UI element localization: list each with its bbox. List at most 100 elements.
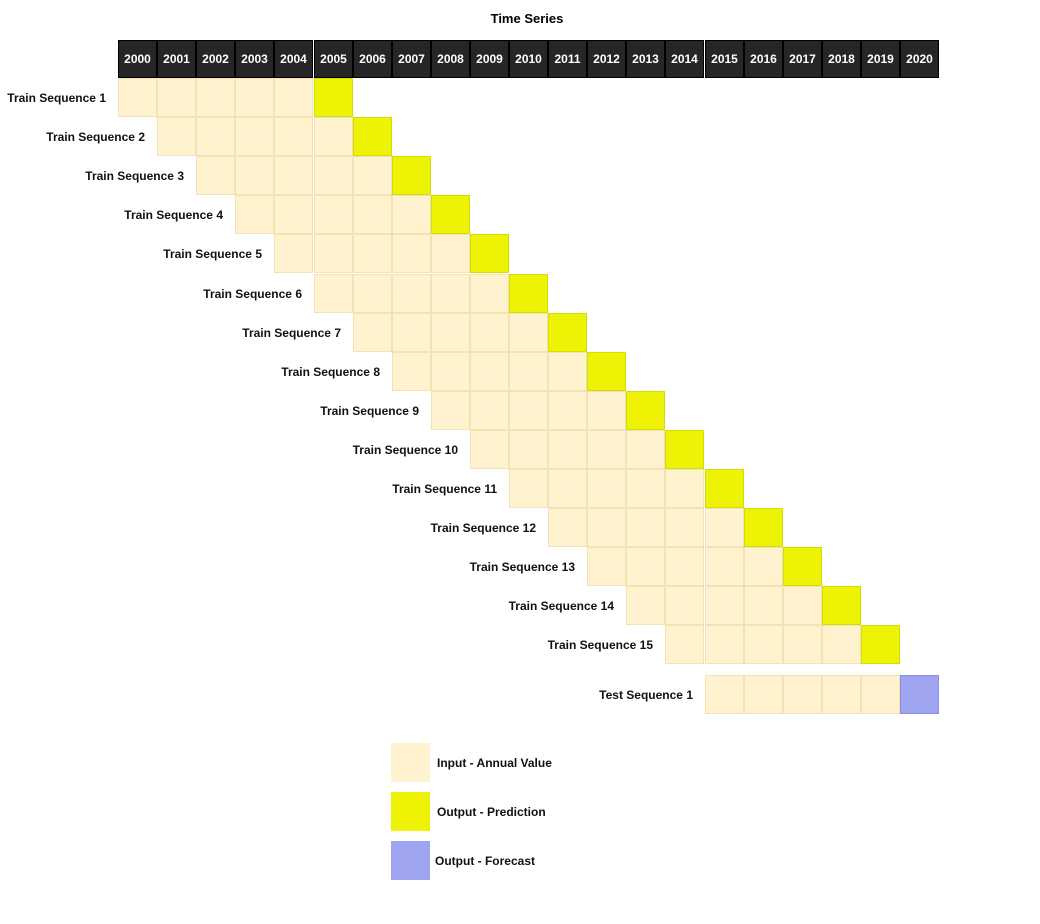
sequence-label: Train Sequence 15 [547,637,653,652]
year-header-2000: 2000 [118,40,157,78]
input-cell [353,195,392,234]
sequence-label: Test Sequence 1 [599,687,693,702]
input-cell [314,156,353,195]
input-cell [353,234,392,273]
input-cell [392,352,431,391]
year-header-2004: 2004 [274,40,313,78]
prediction-cell [548,313,587,352]
legend-swatch-prediction [391,792,430,831]
year-header-2020: 2020 [900,40,939,78]
prediction-cell [861,625,900,664]
input-cell [626,547,665,586]
input-cell [118,78,157,117]
input-cell [587,430,626,469]
input-cell [274,117,313,156]
input-cell [235,195,274,234]
input-cell [196,156,235,195]
input-cell [431,352,470,391]
sequence-label: Train Sequence 12 [430,520,536,535]
year-header-2016: 2016 [744,40,783,78]
input-cell [548,469,587,508]
input-cell [665,625,704,664]
sequence-label: Train Sequence 2 [46,129,145,144]
year-header-2001: 2001 [157,40,196,78]
input-cell [548,352,587,391]
input-cell [587,469,626,508]
year-header-2013: 2013 [626,40,665,78]
year-header-2005: 2005 [314,40,353,78]
input-cell [431,313,470,352]
legend-label-forecast: Output - Forecast [435,853,536,868]
input-cell [626,508,665,547]
input-cell [470,352,509,391]
input-cell [274,78,313,117]
input-cell [470,391,509,430]
sequence-label: Train Sequence 11 [392,481,497,496]
year-header-2010: 2010 [509,40,548,78]
input-cell [822,675,861,714]
prediction-cell [626,391,665,430]
sequence-label: Train Sequence 8 [281,364,380,379]
year-header-2003: 2003 [235,40,274,78]
input-cell [470,430,509,469]
input-cell [744,625,783,664]
input-cell [509,469,548,508]
sequence-label: Train Sequence 1 [7,90,106,105]
prediction-cell [665,430,704,469]
input-cell [235,156,274,195]
input-cell [274,234,313,273]
input-cell [392,234,431,273]
input-cell [509,391,548,430]
input-cell [509,352,548,391]
input-cell [470,274,509,313]
sequence-label: Train Sequence 14 [508,598,614,613]
legend-label-prediction: Output - Prediction [437,804,546,819]
input-cell [314,117,353,156]
input-cell [626,430,665,469]
input-cell [744,586,783,625]
year-header-2002: 2002 [196,40,235,78]
input-cell [157,78,196,117]
input-cell [548,391,587,430]
input-cell [587,391,626,430]
input-cell [353,156,392,195]
sequence-label: Train Sequence 10 [352,442,458,457]
input-cell [196,117,235,156]
input-cell [235,117,274,156]
input-cell [431,274,470,313]
input-cell [431,234,470,273]
prediction-cell [353,117,392,156]
input-cell [626,469,665,508]
input-cell [587,547,626,586]
input-cell [274,195,313,234]
prediction-cell [431,195,470,234]
input-cell [353,274,392,313]
year-header-2008: 2008 [431,40,470,78]
input-cell [392,195,431,234]
input-cell [157,117,196,156]
prediction-cell [314,78,353,117]
year-header-2007: 2007 [392,40,431,78]
forecast-cell [900,675,939,714]
prediction-cell [705,469,744,508]
input-cell [509,313,548,352]
input-cell [665,586,704,625]
sequence-label: Train Sequence 5 [163,246,262,261]
prediction-cell [822,586,861,625]
input-cell [431,391,470,430]
input-cell [587,508,626,547]
input-cell [665,508,704,547]
year-header-2006: 2006 [353,40,392,78]
prediction-cell [783,547,822,586]
input-cell [822,625,861,664]
input-cell [626,586,665,625]
input-cell [392,274,431,313]
input-cell [509,430,548,469]
prediction-cell [509,274,548,313]
input-cell [314,195,353,234]
year-header-2015: 2015 [705,40,744,78]
input-cell [783,586,822,625]
diagram-title: Time Series [490,11,564,26]
input-cell [274,156,313,195]
